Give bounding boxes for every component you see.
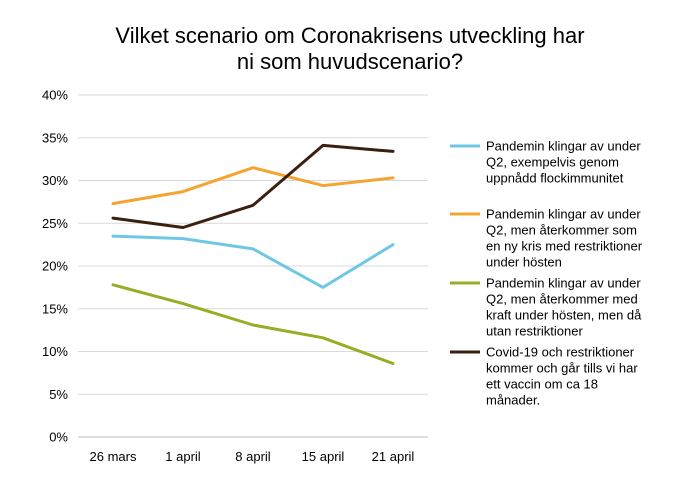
x-tick-label: 21 april [372, 449, 415, 464]
chart-title-line-2: ni som huvudscenario? [236, 49, 464, 74]
legend-label: utan restriktioner [486, 324, 583, 339]
y-tick-label: 5% [49, 387, 68, 402]
legend-label: Covid-19 och restriktioner [486, 345, 635, 360]
y-tick-label: 35% [42, 130, 68, 145]
x-tick-label: 1 april [165, 449, 201, 464]
legend-label: under hösten [486, 255, 562, 270]
y-tick-label: 40% [42, 88, 68, 103]
y-tick-label: 0% [49, 430, 68, 445]
y-tick-label: 30% [42, 173, 68, 188]
chart-title-line-1: Vilket scenario om Coronakrisens utveckl… [115, 23, 585, 48]
legend-label: kommer och går tills vi har [486, 361, 638, 376]
gridlines [78, 94, 428, 438]
y-tick-label: 10% [42, 344, 68, 359]
series-line-3 [111, 283, 395, 365]
legend-label: en ny kris med restriktioner [486, 239, 643, 254]
x-tick-label: 15 april [302, 449, 345, 464]
y-tick-label: 25% [42, 216, 68, 231]
series-line-4 [111, 143, 395, 229]
x-tick-label: 26 mars [90, 449, 137, 464]
legend-label: Pandemin klingar av under [486, 139, 641, 154]
legend-label: månader. [486, 393, 540, 408]
y-axis-ticks: 0% 5% 10% 15% 20% 25% 30% 35% 40% [42, 88, 68, 445]
series-lines [111, 143, 395, 365]
y-tick-label: 15% [42, 301, 68, 316]
legend-label: Q2, exempelvis genom [486, 155, 619, 170]
legend-label: Q2, men återkommer som [486, 223, 637, 238]
x-tick-label: 8 april [235, 449, 271, 464]
legend-label: uppnådd flockimmunitet [486, 171, 624, 186]
legend-label: Q2, men återkommer med [486, 292, 638, 307]
series-line-1 [111, 234, 395, 289]
y-tick-label: 20% [42, 259, 68, 274]
legend-label: ett vaccin om ca 18 [486, 377, 598, 392]
legend-label: kraft under hösten, men då [486, 308, 642, 323]
x-axis-ticks: 26 mars 1 april 8 april 15 april 21 april [90, 449, 415, 464]
legend-label: Pandemin klingar av under [486, 276, 641, 291]
series-line-2 [111, 166, 395, 206]
legend-label: Pandemin klingar av under [486, 207, 641, 222]
